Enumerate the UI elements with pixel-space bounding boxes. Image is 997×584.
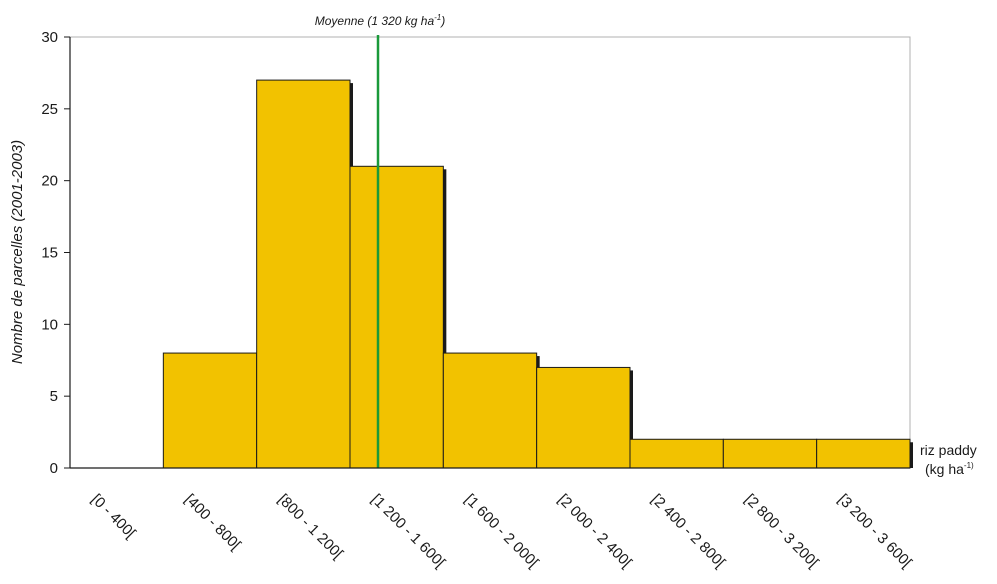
x-tick-label: [800 - 1 200[ xyxy=(275,491,347,563)
y-axis-label: Nombre de parcelles (2001-2003) xyxy=(9,140,26,364)
y-tick-label: 30 xyxy=(41,29,58,46)
x-tick-label: [0 - 400[ xyxy=(88,491,140,543)
y-tick-label: 10 xyxy=(41,316,58,333)
x-axis-label: riz paddy xyxy=(920,442,977,458)
histogram-bar xyxy=(442,352,538,469)
histogram-bar xyxy=(162,352,258,469)
y-tick-label: 20 xyxy=(41,173,58,190)
x-tick-label: [2 400 - 2 800[ xyxy=(648,491,729,572)
x-tick-label: [400 - 800[ xyxy=(181,491,244,554)
y-ticks-group: 0 5 10 15 20 25 30 xyxy=(41,29,70,477)
x-tick-label: [1 600 - 2 000[ xyxy=(461,491,542,572)
histogram-bar xyxy=(629,438,724,469)
mean-label-end: ) xyxy=(439,14,445,28)
histogram-bar xyxy=(256,79,351,469)
bars-group xyxy=(162,79,913,469)
x-tick-label: [1 200 - 1 600[ xyxy=(368,491,449,572)
x-axis-unit-sup: -1) xyxy=(964,461,974,470)
mean-label-sup: -1 xyxy=(434,13,441,22)
mean-label-base: Moyenne (1 320 kg ha xyxy=(315,14,435,28)
y-tick-label: 0 xyxy=(50,460,58,477)
y-tick-label: 5 xyxy=(50,388,58,405)
y-tick-label: 15 xyxy=(41,245,58,262)
x-tick-label: [2 800 - 3 200[ xyxy=(741,491,822,572)
histogram-bar xyxy=(816,438,911,469)
x-tick-label: [3 200 - 3 600[ xyxy=(835,491,916,572)
y-tick-label: 25 xyxy=(41,101,58,118)
x-axis-unit: (kg ha-1) xyxy=(925,461,974,477)
x-ticks-group: [0 - 400[ [400 - 800[ [800 - 1 200[ [1 200 … xyxy=(88,491,916,572)
histogram-bar xyxy=(349,165,444,469)
x-tick-label: [2 000 - 2 400[ xyxy=(555,491,636,572)
x-axis-unit-base: (kg ha xyxy=(925,461,964,477)
mean-label: Moyenne (1 320 kg ha-1) xyxy=(315,13,446,28)
histogram-bar xyxy=(722,438,818,469)
histogram-bar xyxy=(536,366,631,469)
